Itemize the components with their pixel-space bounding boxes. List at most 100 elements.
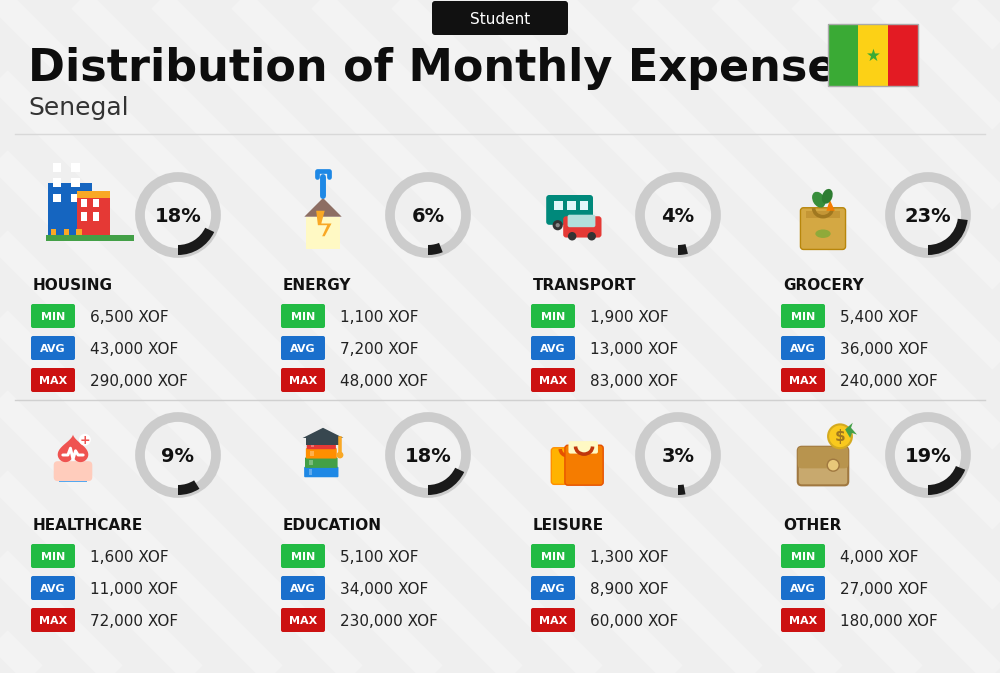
- Text: MIN: MIN: [41, 552, 65, 562]
- Text: 19%: 19%: [905, 448, 951, 466]
- FancyBboxPatch shape: [307, 439, 336, 449]
- FancyBboxPatch shape: [304, 467, 338, 477]
- Polygon shape: [303, 428, 343, 438]
- Text: MIN: MIN: [291, 312, 315, 322]
- Text: 4,000 XOF: 4,000 XOF: [840, 549, 918, 565]
- FancyBboxPatch shape: [568, 441, 598, 454]
- Text: 6,500 XOF: 6,500 XOF: [90, 310, 169, 324]
- Text: 1,100 XOF: 1,100 XOF: [340, 310, 418, 324]
- FancyBboxPatch shape: [31, 544, 75, 568]
- Text: 230,000 XOF: 230,000 XOF: [340, 614, 438, 629]
- Circle shape: [553, 220, 563, 230]
- Wedge shape: [178, 227, 214, 255]
- Bar: [310, 451, 314, 456]
- FancyBboxPatch shape: [31, 576, 75, 600]
- Bar: [76, 229, 82, 236]
- Circle shape: [79, 434, 91, 446]
- Text: MIN: MIN: [791, 312, 815, 322]
- Text: LEISURE: LEISURE: [533, 518, 604, 532]
- Circle shape: [828, 425, 852, 448]
- Wedge shape: [928, 466, 965, 495]
- Wedge shape: [428, 468, 464, 495]
- Bar: [580, 201, 588, 210]
- Circle shape: [576, 220, 587, 230]
- Circle shape: [337, 452, 343, 458]
- Bar: [309, 460, 313, 465]
- Bar: [93, 199, 99, 207]
- Text: AVG: AVG: [290, 584, 316, 594]
- FancyBboxPatch shape: [281, 368, 325, 392]
- FancyBboxPatch shape: [31, 368, 75, 392]
- Bar: [53, 163, 61, 172]
- Wedge shape: [178, 481, 199, 495]
- FancyBboxPatch shape: [531, 576, 575, 600]
- Text: ENERGY: ENERGY: [283, 277, 352, 293]
- Text: MAX: MAX: [289, 376, 317, 386]
- FancyBboxPatch shape: [781, 608, 825, 632]
- Text: 72,000 XOF: 72,000 XOF: [90, 614, 178, 629]
- Text: 180,000 XOF: 180,000 XOF: [840, 614, 938, 629]
- Text: HOUSING: HOUSING: [33, 277, 113, 293]
- FancyBboxPatch shape: [281, 304, 325, 328]
- FancyBboxPatch shape: [31, 608, 75, 632]
- Text: MAX: MAX: [289, 616, 317, 626]
- Bar: [81, 213, 87, 221]
- Bar: [48, 183, 92, 238]
- FancyBboxPatch shape: [781, 576, 825, 600]
- Text: 43,000 XOF: 43,000 XOF: [90, 341, 178, 357]
- Bar: [828, 24, 858, 86]
- Text: MIN: MIN: [41, 312, 65, 322]
- Polygon shape: [316, 211, 332, 236]
- Text: 8,900 XOF: 8,900 XOF: [590, 581, 669, 596]
- Polygon shape: [826, 200, 835, 211]
- Text: AVG: AVG: [290, 344, 316, 354]
- Text: 13,000 XOF: 13,000 XOF: [590, 341, 678, 357]
- Text: 1,900 XOF: 1,900 XOF: [590, 310, 669, 324]
- Text: 18%: 18%: [405, 448, 451, 466]
- Text: AVG: AVG: [540, 584, 566, 594]
- Polygon shape: [304, 198, 342, 217]
- Bar: [71, 178, 80, 187]
- Text: AVG: AVG: [540, 344, 566, 354]
- Bar: [93, 213, 99, 221]
- FancyBboxPatch shape: [565, 446, 603, 485]
- Bar: [71, 194, 80, 203]
- Bar: [53, 178, 61, 187]
- Wedge shape: [678, 244, 688, 255]
- Text: MAX: MAX: [539, 376, 567, 386]
- FancyBboxPatch shape: [781, 368, 825, 392]
- FancyBboxPatch shape: [281, 336, 325, 360]
- FancyBboxPatch shape: [531, 544, 575, 568]
- Bar: [71, 163, 80, 172]
- Text: 60,000 XOF: 60,000 XOF: [590, 614, 678, 629]
- Circle shape: [556, 223, 560, 227]
- Text: MAX: MAX: [39, 616, 67, 626]
- Text: 4%: 4%: [661, 207, 695, 227]
- Bar: [77, 191, 110, 198]
- Bar: [828, 24, 918, 86]
- Text: MIN: MIN: [541, 312, 565, 322]
- Text: MIN: MIN: [541, 552, 565, 562]
- Bar: [309, 470, 312, 474]
- Text: 3%: 3%: [662, 448, 694, 466]
- FancyBboxPatch shape: [281, 544, 325, 568]
- FancyBboxPatch shape: [781, 336, 825, 360]
- Text: OTHER: OTHER: [783, 518, 841, 532]
- Bar: [567, 201, 576, 210]
- FancyBboxPatch shape: [781, 304, 825, 328]
- FancyBboxPatch shape: [281, 576, 325, 600]
- Text: 5,100 XOF: 5,100 XOF: [340, 549, 418, 565]
- Text: 1,600 XOF: 1,600 XOF: [90, 549, 169, 565]
- Text: 11,000 XOF: 11,000 XOF: [90, 581, 178, 596]
- FancyBboxPatch shape: [31, 336, 75, 360]
- Text: 23%: 23%: [905, 207, 951, 227]
- Text: AVG: AVG: [40, 344, 66, 354]
- Bar: [77, 198, 110, 240]
- Ellipse shape: [827, 459, 839, 471]
- Bar: [888, 24, 918, 86]
- FancyBboxPatch shape: [281, 608, 325, 632]
- Bar: [51, 229, 56, 236]
- Circle shape: [579, 223, 584, 227]
- Text: Senegal: Senegal: [28, 96, 129, 120]
- Text: 240,000 XOF: 240,000 XOF: [840, 374, 938, 388]
